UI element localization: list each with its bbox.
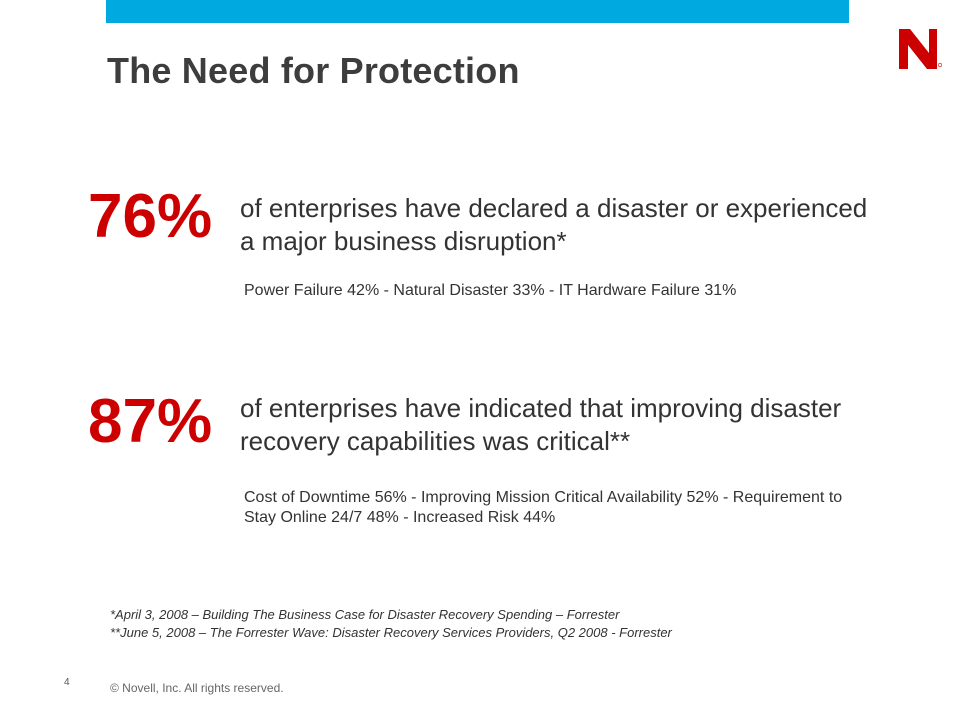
footnote-2: **June 5, 2008 – The Forrester Wave: Dis… xyxy=(110,625,672,640)
footnote-1: *April 3, 2008 – Building The Business C… xyxy=(110,607,620,622)
stat-detail-recovery: Cost of Downtime 56% - Improving Mission… xyxy=(244,489,843,526)
novell-n-logo-icon xyxy=(899,29,943,69)
page-number: 4 xyxy=(64,677,70,688)
footnotes: *April 3, 2008 – Building The Business C… xyxy=(110,606,870,642)
stat-value-disaster: 76% xyxy=(88,182,213,251)
stat-description-recovery: of enterprises have indicated that impro… xyxy=(240,393,842,456)
stat-value-recovery: 87% xyxy=(88,387,213,456)
stat-detail-disaster: Power Failure 42% - Natural Disaster 33%… xyxy=(244,282,737,299)
copyright-notice: © Novell, Inc. All rights reserved. xyxy=(110,681,284,695)
header-accent-bar xyxy=(106,0,849,23)
slide-title: The Need for Protection xyxy=(107,50,520,91)
stat-description-disaster: of enterprises have declared a disaster … xyxy=(240,193,868,256)
